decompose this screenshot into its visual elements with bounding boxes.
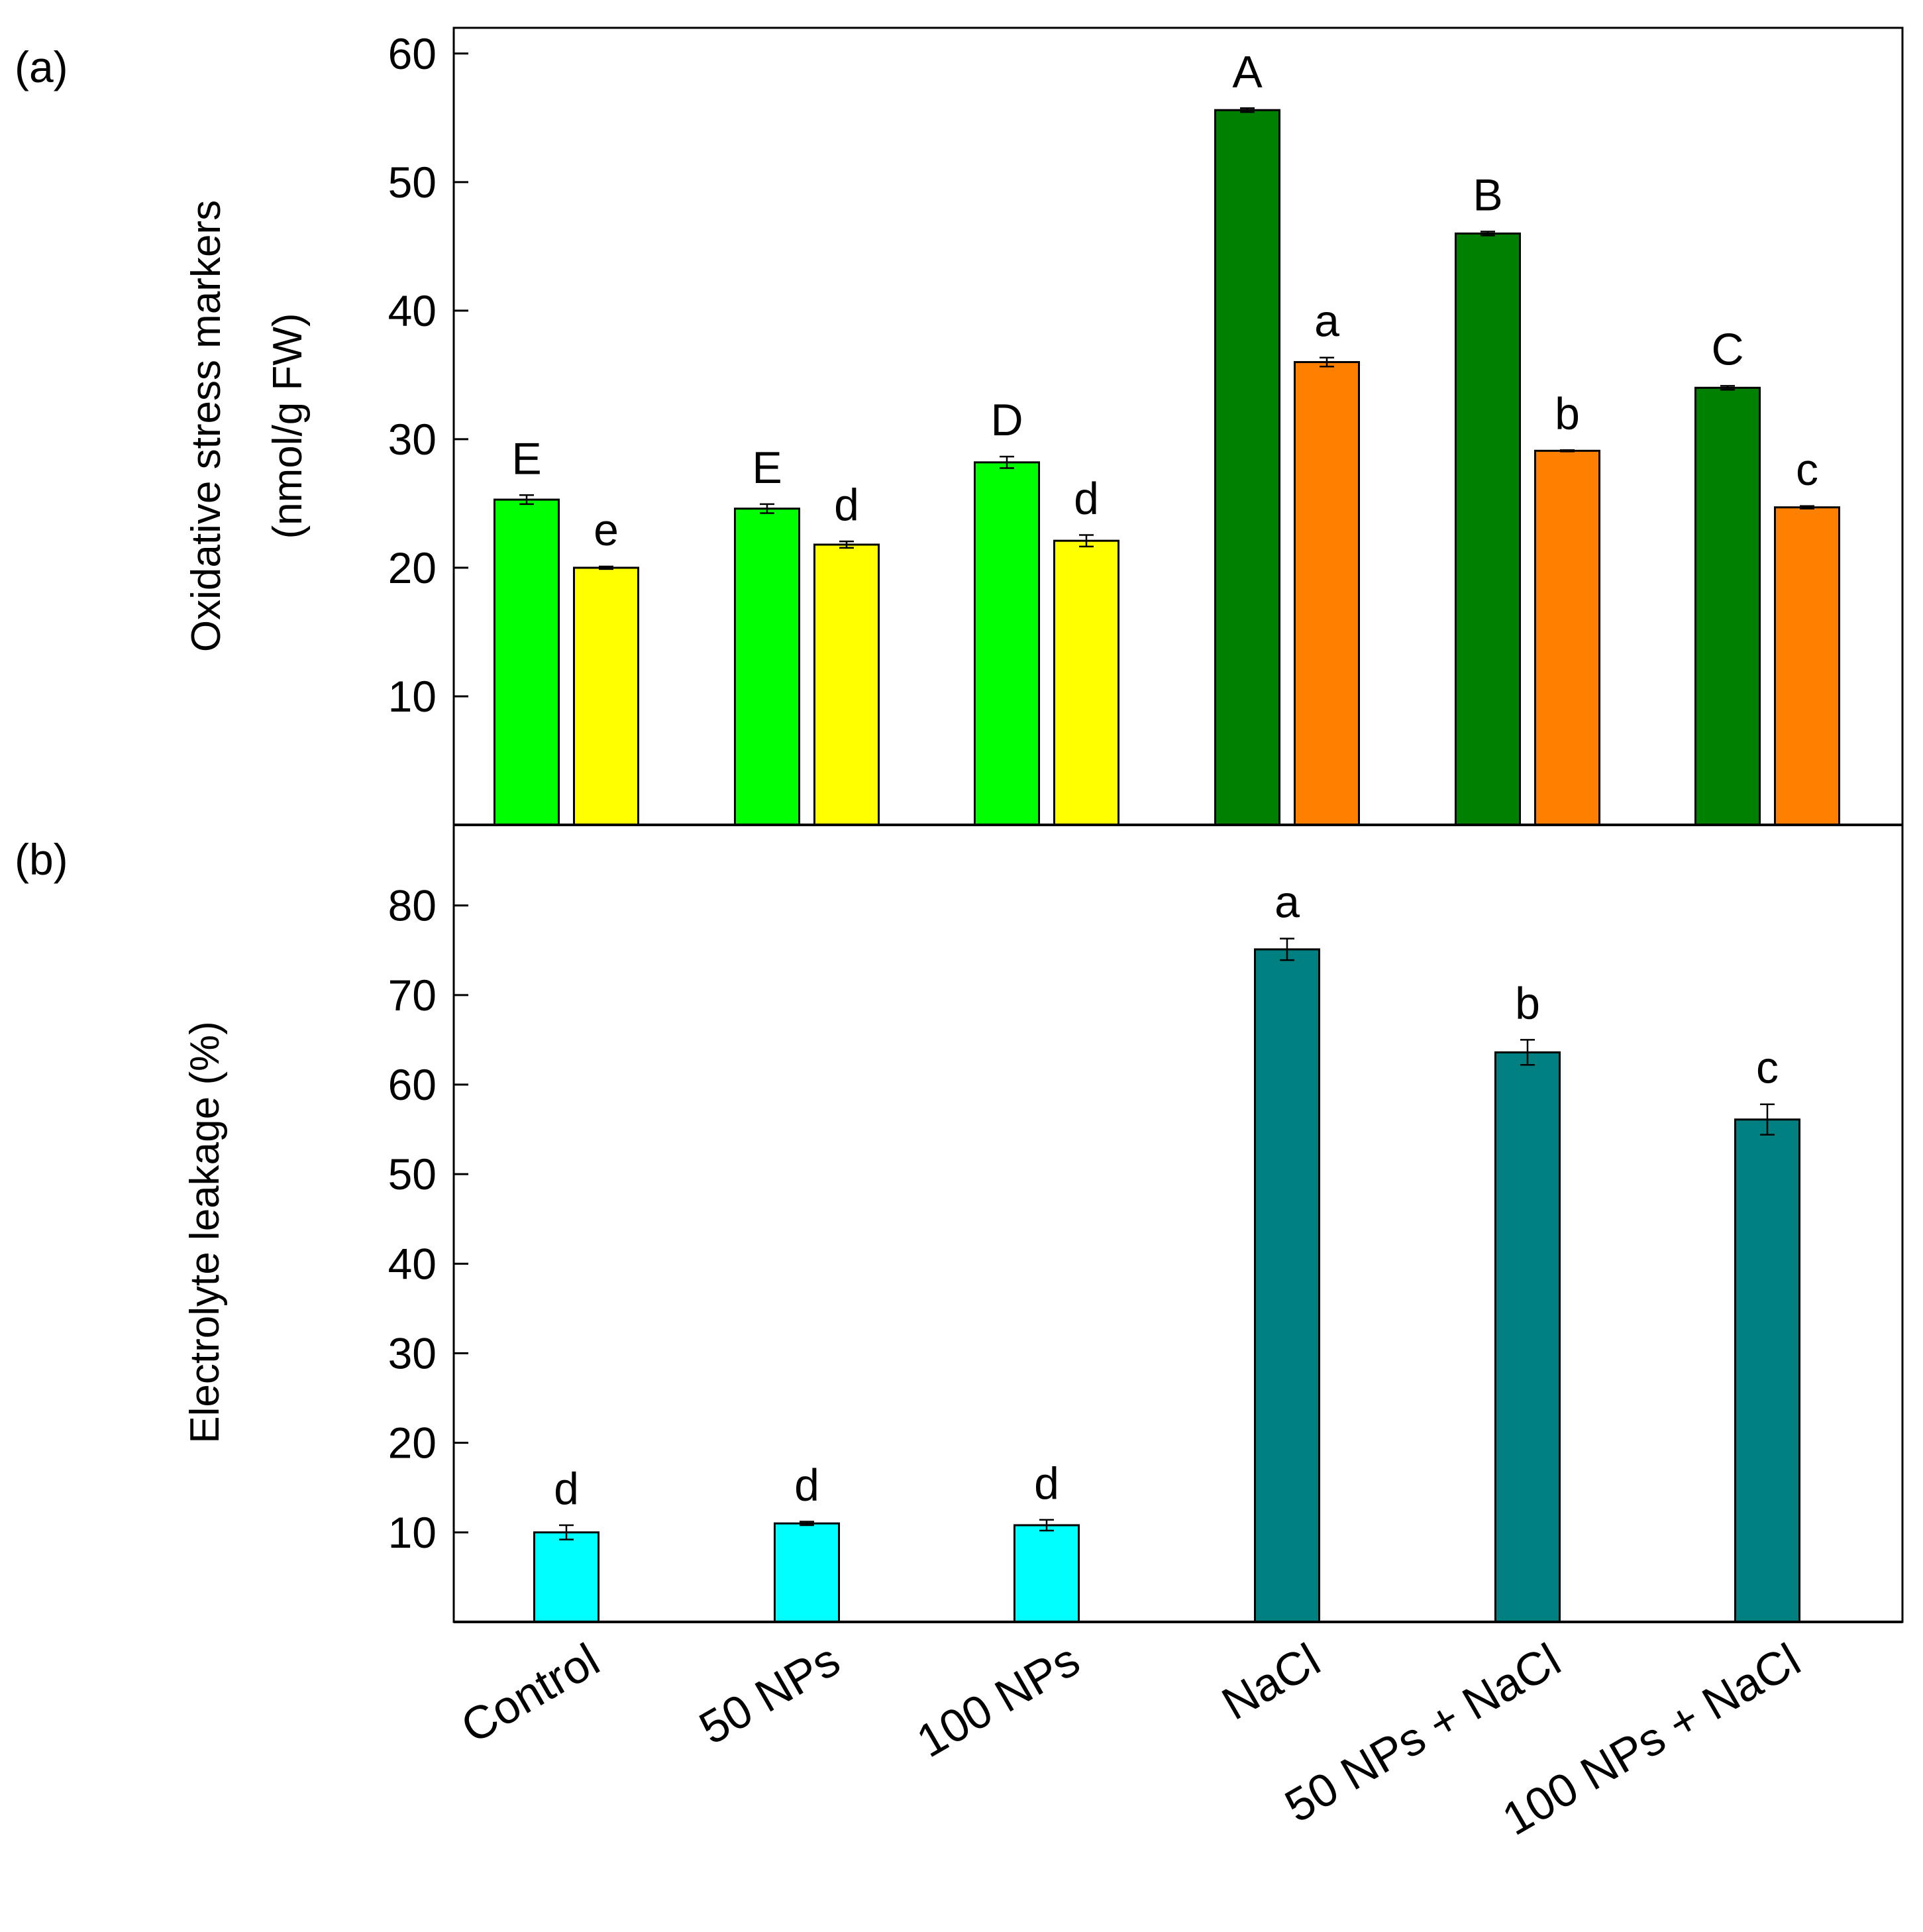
- error-bar: [800, 1521, 814, 1527]
- significance-letter: B: [1473, 170, 1502, 221]
- significance-letter: A: [1232, 46, 1263, 97]
- y-tick-label: 70: [388, 971, 437, 1020]
- y-tick-label: 10: [388, 1508, 437, 1557]
- error-bar: [1320, 356, 1334, 368]
- bar-series-2-5: [1774, 506, 1840, 826]
- bar-electrolyte-leakage-0: [533, 1531, 599, 1623]
- panel-a-plot-frame: [452, 27, 1904, 826]
- error-bar: [1760, 1103, 1775, 1136]
- y-tick-label: 80: [388, 881, 437, 930]
- bar-series-1-1: [734, 508, 800, 826]
- category-label-0: Control: [452, 1633, 607, 1752]
- panel-a-y-axis-title-line-1: Oxidative stress markers: [183, 200, 229, 652]
- significance-letter: e: [594, 505, 619, 555]
- bar-electrolyte-leakage-3: [1254, 948, 1320, 1623]
- panel-a-label: (a): [15, 42, 68, 91]
- category-label-1: 50 NPs: [691, 1633, 849, 1754]
- panel-b-electrolyte-leakage: 10 20 30 40 50 60 70 80 d d d a b c (b) Electrolyte …: [15, 824, 1904, 1623]
- error-bar: [1079, 534, 1094, 548]
- bar-electrolyte-leakage-4: [1494, 1051, 1561, 1623]
- error-bar: [1039, 1519, 1054, 1532]
- significance-letter: D: [990, 395, 1023, 445]
- panel-b-y-ticks: 10 20 30 40 50 60 70 80: [388, 881, 468, 1557]
- panel-a-y-ticks: 10 20 30 40 50 60: [388, 29, 468, 721]
- bar-series-1-4: [1455, 232, 1521, 826]
- y-tick-label: 40: [388, 286, 437, 335]
- significance-letter: a: [1274, 877, 1300, 928]
- significance-letter: d: [1034, 1458, 1059, 1509]
- y-tick-label: 50: [388, 158, 437, 207]
- significance-letter: d: [794, 1460, 819, 1511]
- significance-letter: E: [752, 443, 782, 493]
- y-tick-label: 60: [388, 29, 437, 78]
- panel-a-y-axis-title-line-2: (nmol/g FW): [265, 313, 311, 539]
- bar-series-1-3: [1214, 109, 1280, 826]
- error-bar: [839, 540, 854, 549]
- y-tick-label: 10: [388, 672, 437, 721]
- error-bar: [559, 1524, 574, 1540]
- y-tick-label: 60: [388, 1060, 437, 1109]
- y-tick-label: 40: [388, 1239, 437, 1288]
- error-bar: [1240, 107, 1255, 113]
- error-bar: [1560, 449, 1575, 453]
- panel-a-bars: E E D A B Ce d d a b c: [454, 46, 1902, 826]
- panel-b-bars: d d d a b c: [454, 877, 1902, 1623]
- significance-letter: d: [1074, 473, 1099, 523]
- panel-b-label: (b): [15, 835, 68, 884]
- y-tick-label: 30: [388, 415, 437, 464]
- significance-letter: c: [1796, 445, 1818, 495]
- bar-series-2-3: [1294, 360, 1360, 826]
- bar-series-2-4: [1534, 449, 1600, 826]
- bar-series-1-2: [974, 461, 1040, 826]
- category-label-3: NaCl: [1214, 1633, 1329, 1729]
- y-tick-label: 30: [388, 1328, 437, 1377]
- error-bar: [1520, 1039, 1535, 1066]
- bar-electrolyte-leakage-2: [1013, 1524, 1080, 1623]
- y-tick-label: 20: [388, 1419, 437, 1468]
- bar-electrolyte-leakage-5: [1734, 1118, 1800, 1623]
- error-bar: [1000, 455, 1014, 469]
- bar-electrolyte-leakage-1: [774, 1522, 840, 1623]
- error-bar: [1280, 938, 1294, 961]
- panel-b-y-axis-title: Electrolyte leakage (%): [182, 1021, 228, 1444]
- y-tick-label: 50: [388, 1150, 437, 1199]
- significance-letter: c: [1756, 1043, 1779, 1093]
- panel-b-plot-frame: [452, 824, 1904, 1623]
- significance-letter: E: [511, 433, 541, 484]
- category-label-2: 100 NPs: [908, 1633, 1088, 1767]
- significance-letter: d: [834, 480, 859, 530]
- panel-a-oxidative-stress: 10 20 30 40 50 60 E E D A B Ce d d a b c (a) Oxidative …: [15, 27, 1904, 826]
- y-tick-label: 20: [388, 543, 437, 592]
- bar-series-1-0: [494, 498, 560, 826]
- error-bar: [1800, 505, 1814, 510]
- bar-series-2-0: [573, 566, 639, 826]
- significance-letter: C: [1711, 324, 1743, 374]
- significance-letter: a: [1314, 296, 1339, 347]
- error-bar: [519, 494, 534, 506]
- bar-series-2-2: [1053, 539, 1119, 826]
- error-bar: [1720, 385, 1735, 391]
- significance-letter: b: [1555, 388, 1580, 439]
- error-bar: [1481, 231, 1495, 237]
- error-bar: [760, 503, 774, 514]
- bar-series-2-1: [813, 543, 880, 826]
- significance-letter: b: [1515, 978, 1540, 1028]
- bar-series-1-5: [1694, 386, 1761, 826]
- significance-letter: d: [554, 1464, 579, 1514]
- error-bar: [599, 565, 613, 570]
